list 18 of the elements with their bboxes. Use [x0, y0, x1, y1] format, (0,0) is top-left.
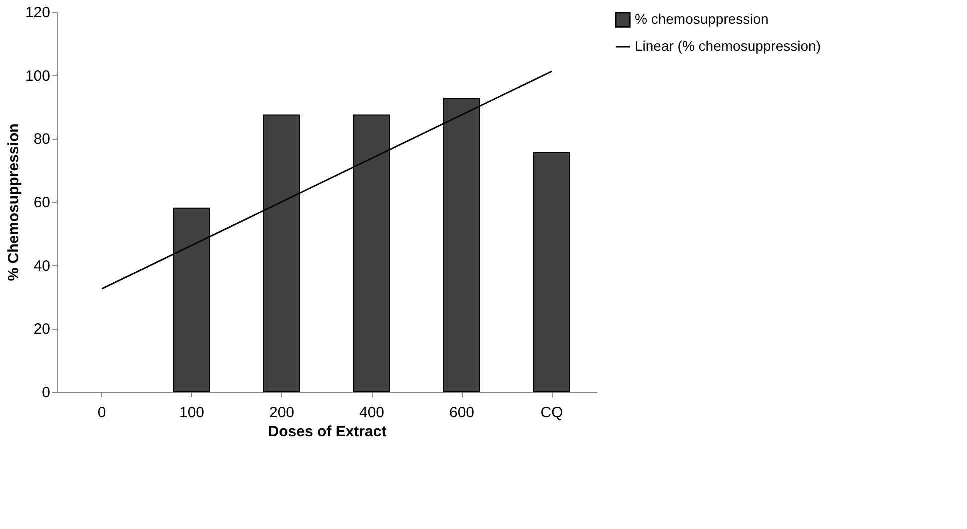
y-tick-label: 60	[34, 194, 50, 212]
bar	[534, 152, 570, 392]
x-tick-label: 0	[98, 404, 106, 422]
y-tick-label: 40	[34, 258, 50, 275]
x-tick-label: 400	[359, 404, 385, 422]
legend-label: Linear (% chemosuppression)	[635, 38, 821, 54]
x-tick-label: CQ	[540, 404, 564, 422]
y-axis-title: % Chemosuppression	[5, 124, 22, 282]
x-tick-label: 600	[449, 404, 475, 422]
y-tick-label: 100	[25, 68, 50, 85]
y-tick-label: 80	[34, 131, 50, 148]
y-tick-label: 0	[42, 384, 50, 402]
x-tick-label: 200	[269, 404, 295, 422]
legend-label: % chemosuppression	[635, 11, 769, 27]
y-tick-label: 120	[25, 4, 50, 22]
x-tick-label: 100	[179, 404, 205, 422]
y-tick-label: 20	[34, 321, 50, 338]
x-axis-title: Doses of Extract	[268, 424, 387, 440]
